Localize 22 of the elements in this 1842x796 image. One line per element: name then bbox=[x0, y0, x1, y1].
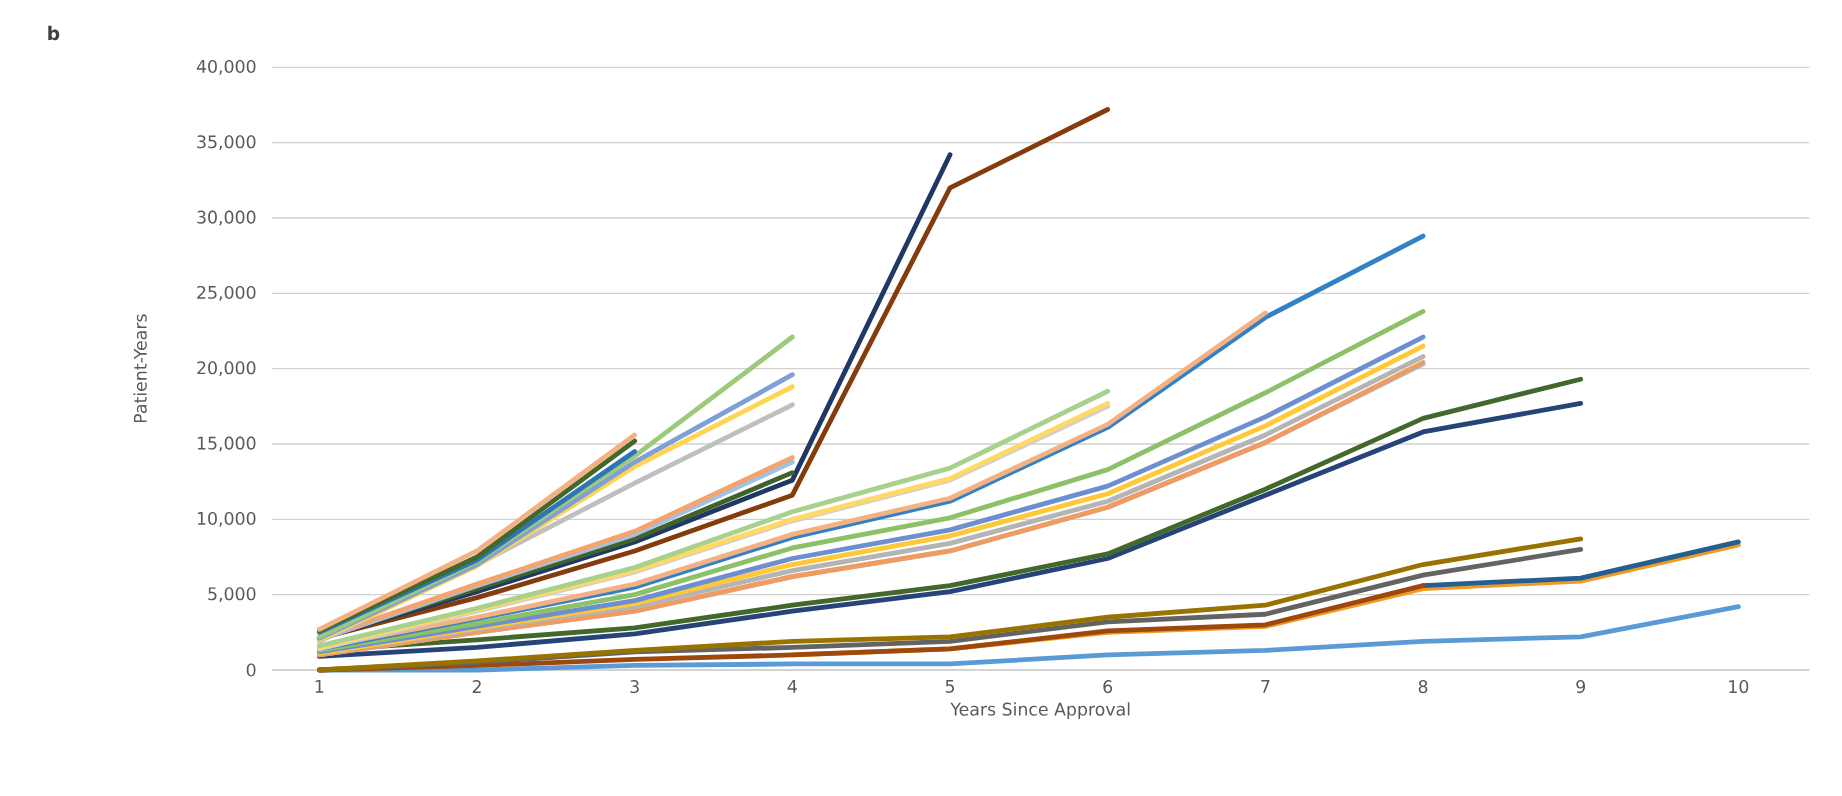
y-tick-label: 20,000 bbox=[197, 361, 256, 377]
y-axis-title: Patient-Years bbox=[133, 314, 147, 423]
x-tick-label: 5 bbox=[945, 680, 955, 693]
x-tick-label: 9 bbox=[1576, 680, 1585, 694]
x-tick-label: 6 bbox=[1103, 680, 1113, 694]
x-axis-title: Years Since Approval bbox=[950, 702, 1130, 720]
y-tick-label: 25,000 bbox=[197, 285, 256, 301]
x-tick-label: 4 bbox=[787, 680, 797, 693]
y-tick-label: 40,000 bbox=[196, 59, 256, 75]
x-tick-label: 10 bbox=[1729, 680, 1749, 694]
y-tick-label: 30,000 bbox=[197, 210, 256, 226]
y-tick-label: 0 bbox=[246, 663, 256, 677]
x-tick-label: 2 bbox=[472, 680, 481, 693]
x-tick-label: 3 bbox=[630, 680, 639, 694]
y-tick-label: 15,000 bbox=[197, 436, 256, 452]
x-tick-label: 8 bbox=[1418, 680, 1428, 694]
x-tick-label: 1 bbox=[315, 680, 324, 693]
x-tick-label: 7 bbox=[1261, 680, 1270, 693]
y-tick-label: 5,000 bbox=[208, 587, 256, 603]
y-tick-label: 10,000 bbox=[197, 511, 256, 527]
text: b bbox=[48, 25, 60, 41]
y-tick-label: 35,000 bbox=[197, 135, 256, 151]
